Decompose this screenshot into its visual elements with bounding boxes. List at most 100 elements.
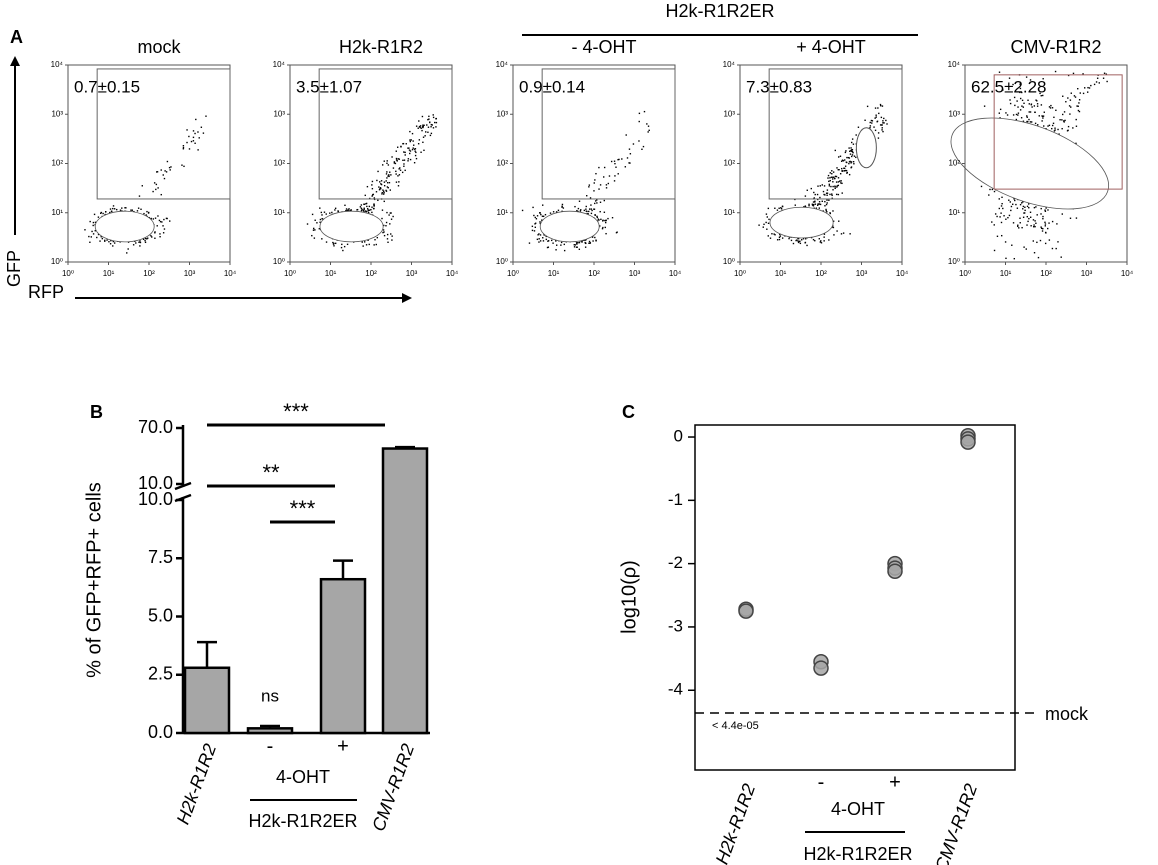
event-dot [850, 150, 852, 152]
event-dot [597, 218, 599, 220]
event-dot [368, 243, 370, 246]
event-dot [1019, 222, 1021, 224]
event-dot [832, 226, 835, 229]
event-dot [1036, 105, 1039, 107]
event-dot [998, 207, 1001, 210]
event-dot [594, 200, 597, 202]
event-dot [311, 213, 314, 216]
event-dot [1012, 222, 1015, 224]
event-dot [412, 140, 414, 142]
event-dot [821, 200, 823, 202]
event-dot [1082, 73, 1084, 75]
y-tick-label: 10³ [948, 109, 960, 118]
event-dot [346, 243, 349, 246]
event-dot [574, 244, 576, 246]
event-dot [1078, 102, 1080, 104]
event-dot [829, 179, 831, 182]
event-dot [435, 118, 437, 120]
event-dot [534, 226, 537, 228]
event-dot [119, 209, 122, 211]
event-dot [806, 244, 808, 247]
event-dot [599, 184, 602, 186]
event-dot [192, 140, 195, 142]
event-dot [521, 209, 524, 212]
event-dot [397, 175, 399, 177]
event-dot [409, 139, 411, 141]
event-dot [1054, 127, 1056, 129]
x-tick-label: 10² [815, 269, 827, 278]
event-dot [766, 228, 768, 230]
group-label: 4-OHT [831, 799, 885, 819]
event-dot [150, 235, 152, 237]
event-dot [329, 212, 331, 214]
y-tick-label: 10⁰ [273, 257, 285, 266]
event-dot [1054, 129, 1056, 131]
event-dot [528, 242, 531, 244]
event-dot [198, 137, 200, 139]
event-dot [579, 210, 582, 212]
event-dot [1005, 257, 1007, 260]
event-dot [991, 188, 994, 191]
event-dot [350, 209, 352, 212]
event-dot [835, 175, 838, 178]
event-dot [398, 158, 401, 160]
event-dot [596, 199, 598, 201]
event-dot [135, 242, 137, 244]
event-dot [413, 148, 416, 150]
event-dot [321, 217, 323, 220]
event-dot [126, 252, 128, 254]
event-dot [555, 240, 557, 242]
x-tick-label: CMV-R1R2 [368, 741, 418, 834]
event-dot [838, 169, 840, 171]
event-dot [850, 162, 852, 164]
x-tick-label: H2k-R1R2 [712, 781, 760, 865]
event-dot [540, 213, 542, 216]
event-dot [386, 238, 389, 240]
event-dot [1063, 121, 1065, 123]
event-dot [850, 161, 853, 163]
event-dot [141, 185, 143, 187]
event-dot [840, 160, 843, 162]
event-dot [1067, 97, 1069, 99]
event-dot [1028, 103, 1030, 105]
event-dot [312, 227, 315, 230]
event-dot [603, 166, 606, 169]
event-dot [183, 165, 185, 168]
event-dot [408, 149, 411, 151]
event-dot [1000, 221, 1003, 224]
event-dot [837, 169, 839, 171]
event-dot [603, 199, 606, 202]
event-dot [762, 226, 764, 228]
event-dot [866, 105, 869, 108]
event-dot [398, 181, 400, 183]
event-dot [316, 222, 318, 224]
event-dot [387, 175, 389, 177]
event-dot [837, 156, 840, 158]
event-dot [545, 235, 547, 238]
event-dot [585, 208, 587, 210]
axis-label: GFP [4, 250, 24, 287]
event-dot [1078, 110, 1081, 113]
event-dot [588, 184, 591, 186]
event-dot [415, 151, 417, 154]
event-dot [629, 162, 631, 164]
event-dot [557, 209, 560, 212]
event-dot [383, 231, 385, 233]
event-dot [563, 243, 565, 246]
event-dot [143, 212, 145, 215]
event-dot [392, 215, 394, 218]
event-dot [813, 191, 815, 194]
event-dot [1041, 115, 1043, 117]
event-dot [1040, 226, 1042, 228]
event-dot [1015, 113, 1018, 116]
event-dot [533, 214, 535, 217]
event-dot [638, 120, 640, 123]
event-dot [573, 244, 575, 246]
event-dot [138, 195, 141, 197]
event-dot [136, 210, 139, 212]
event-dot [534, 216, 536, 219]
event-dot [409, 130, 411, 133]
plot-title: H2k-R1R2 [339, 37, 423, 57]
event-dot [1027, 220, 1029, 223]
y-tick-label: 10⁴ [273, 60, 286, 69]
